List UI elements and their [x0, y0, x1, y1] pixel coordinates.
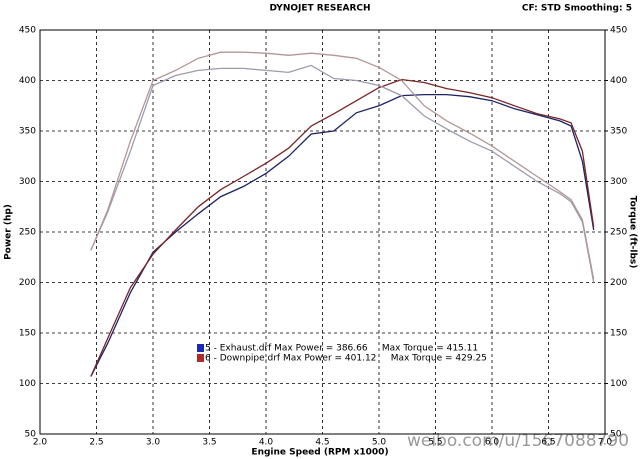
y2-tick-label: 250 — [610, 228, 627, 238]
curve — [90, 64, 595, 283]
y2-tick-label: 350 — [610, 127, 627, 137]
y-tick-label: 200 — [19, 278, 36, 288]
x-tick-label: 5.5 — [428, 438, 442, 448]
watermark: weibo.com/u/1567088790 — [407, 431, 629, 451]
x-tick-label: 3.5 — [202, 438, 216, 448]
y-axis-label: Power (hp) — [4, 204, 14, 260]
y-tick-label: 400 — [19, 76, 36, 86]
x-tick-label: 6.0 — [485, 438, 500, 448]
legend-label: 6 - Downpipe.drf Max Power = 401.12 Max … — [205, 354, 487, 364]
y2-tick-label: 400 — [610, 76, 627, 86]
y2-tick-label: 150 — [610, 329, 627, 339]
x-axis-label: Engine Speed (RPM x1000) — [251, 448, 388, 458]
y2-tick-label: 200 — [610, 278, 627, 288]
curve — [90, 78, 595, 377]
chart-subtitle: CF: STD Smoothing: 5 — [522, 4, 632, 14]
x-tick-label: 4.5 — [315, 438, 329, 448]
legend-swatch — [197, 354, 204, 362]
plot-frame — [39, 29, 606, 435]
y-tick-label: 50 — [25, 430, 37, 440]
y-tick-label: 300 — [19, 177, 36, 187]
y2-tick-label: 450 — [610, 26, 627, 36]
x-tick-label: 4.0 — [259, 438, 274, 448]
y-tick-label: 150 — [19, 329, 36, 339]
legend-label: 5 - Exhaust.drf Max Power = 386.66 Max T… — [205, 344, 478, 354]
y-tick-label: 350 — [19, 127, 36, 137]
y2-tick-label: 50 — [610, 430, 622, 440]
y2-tick-label: 100 — [610, 379, 627, 389]
legend-swatch — [197, 344, 204, 352]
y-tick-label: 250 — [19, 228, 36, 238]
chart-title: DYNOJET RESEARCH — [269, 4, 370, 14]
x-tick-label: 2.5 — [89, 438, 103, 448]
x-tick-label: 5.0 — [372, 438, 387, 448]
curve — [90, 93, 595, 377]
x-tick-label: 3.0 — [146, 438, 161, 448]
y-tick-label: 100 — [19, 379, 36, 389]
x-tick-label: 7.0 — [598, 438, 613, 448]
curve — [90, 51, 595, 280]
y2-tick-label: 300 — [610, 177, 627, 187]
x-tick-label: 2.0 — [33, 438, 48, 448]
y2-axis-label: Torque (ft-lbs) — [628, 196, 638, 269]
y-tick-label: 450 — [19, 26, 36, 36]
x-tick-label: 6.5 — [541, 438, 555, 448]
